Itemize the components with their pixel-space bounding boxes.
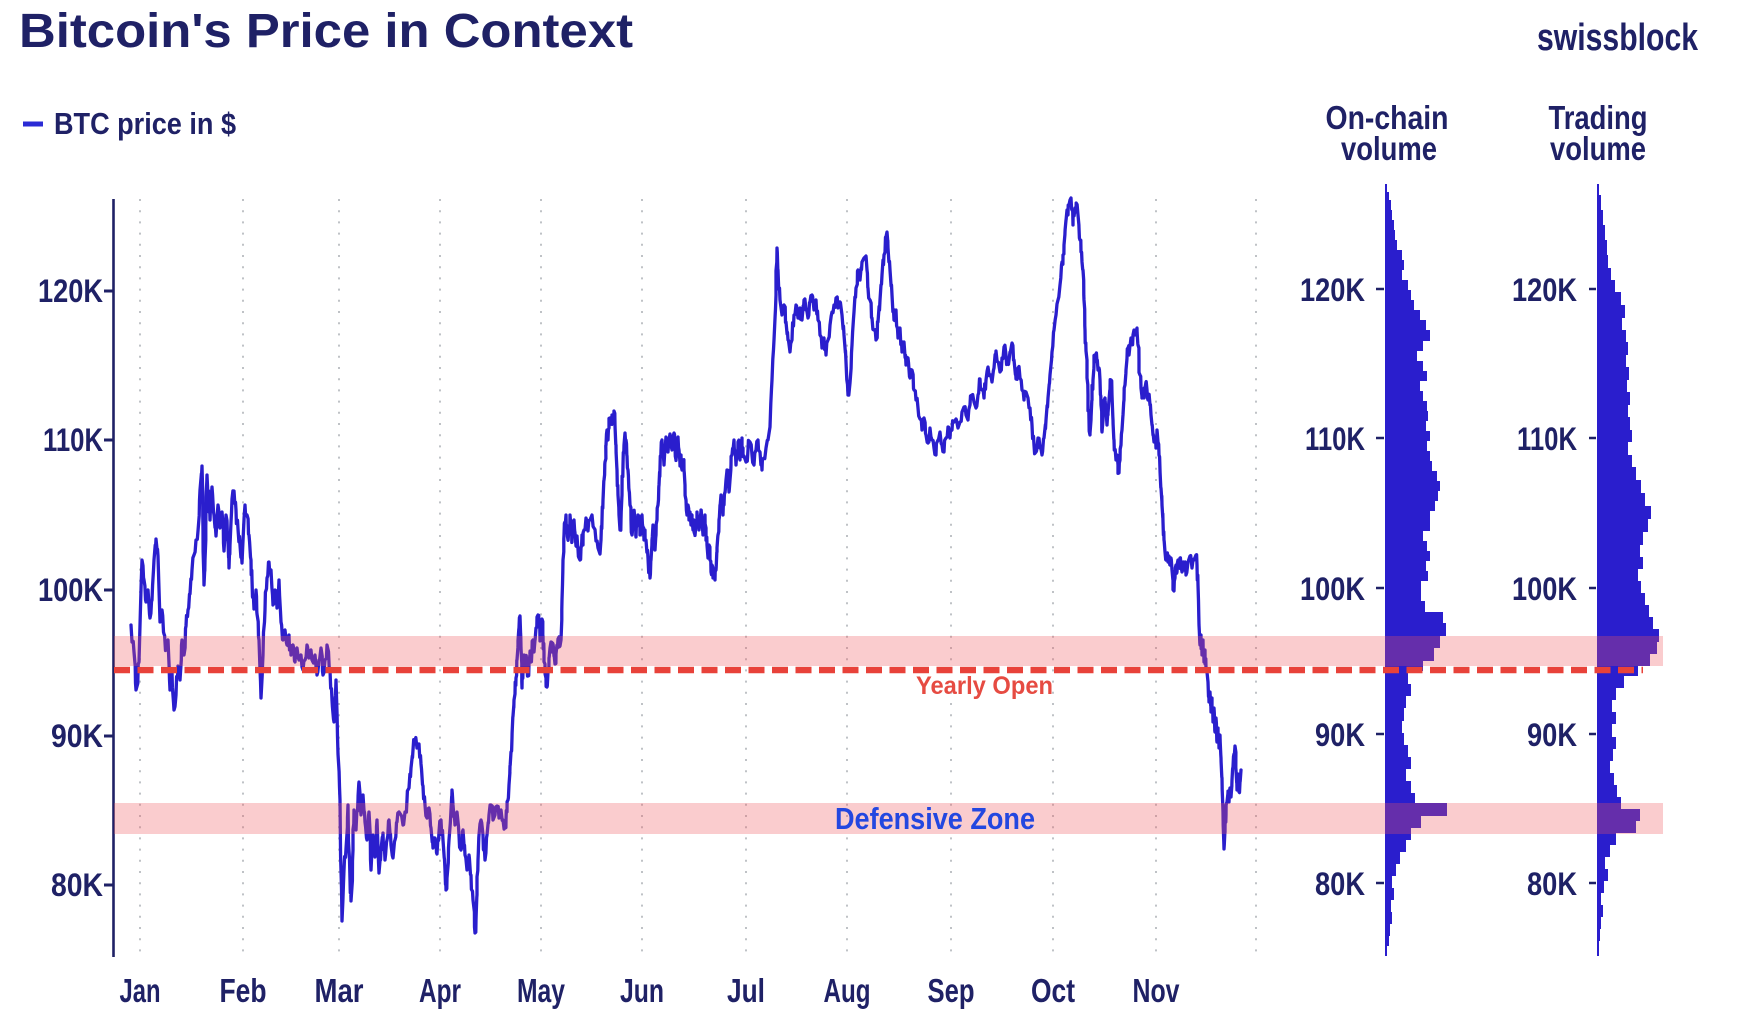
svg-text:90K: 90K [1315, 717, 1365, 753]
svg-text:80K: 80K [1315, 866, 1365, 902]
svg-text:Feb: Feb [220, 972, 267, 1009]
svg-text:Mar: Mar [315, 972, 364, 1009]
svg-text:volume: volume [1341, 130, 1437, 167]
svg-text:Jan: Jan [120, 972, 161, 1009]
svg-text:110K: 110K [1305, 421, 1365, 457]
svg-text:swissblock: swissblock [1537, 17, 1699, 59]
svg-text:Nov: Nov [1133, 972, 1180, 1009]
svg-text:90K: 90K [1527, 717, 1577, 753]
svg-text:100K: 100K [1512, 571, 1577, 607]
svg-text:80K: 80K [51, 867, 103, 903]
svg-text:Yearly Open: Yearly Open [916, 672, 1053, 700]
svg-text:Aug: Aug [824, 972, 871, 1009]
svg-text:90K: 90K [51, 718, 103, 754]
svg-text:120K: 120K [1300, 272, 1365, 308]
svg-text:120K: 120K [1512, 272, 1577, 308]
svg-text:120K: 120K [38, 273, 103, 309]
svg-text:Bitcoin's Price in Context: Bitcoin's Price in Context [19, 5, 633, 58]
svg-text:Defensive Zone: Defensive Zone [835, 801, 1035, 836]
svg-text:Apr: Apr [419, 972, 461, 1009]
svg-text:volume: volume [1550, 130, 1646, 167]
svg-text:Oct: Oct [1031, 972, 1075, 1009]
svg-text:BTC price in $: BTC price in $ [54, 107, 236, 141]
svg-text:Jul: Jul [727, 972, 765, 1009]
svg-text:110K: 110K [1517, 421, 1577, 457]
svg-text:May: May [517, 972, 565, 1009]
svg-text:Trading: Trading [1549, 99, 1648, 136]
svg-text:100K: 100K [38, 572, 103, 608]
svg-text:Jun: Jun [620, 972, 664, 1009]
svg-text:Sep: Sep [928, 972, 975, 1009]
svg-text:110K: 110K [43, 422, 103, 458]
svg-text:80K: 80K [1527, 866, 1577, 902]
svg-text:On-chain: On-chain [1326, 99, 1449, 136]
svg-text:100K: 100K [1300, 571, 1365, 607]
